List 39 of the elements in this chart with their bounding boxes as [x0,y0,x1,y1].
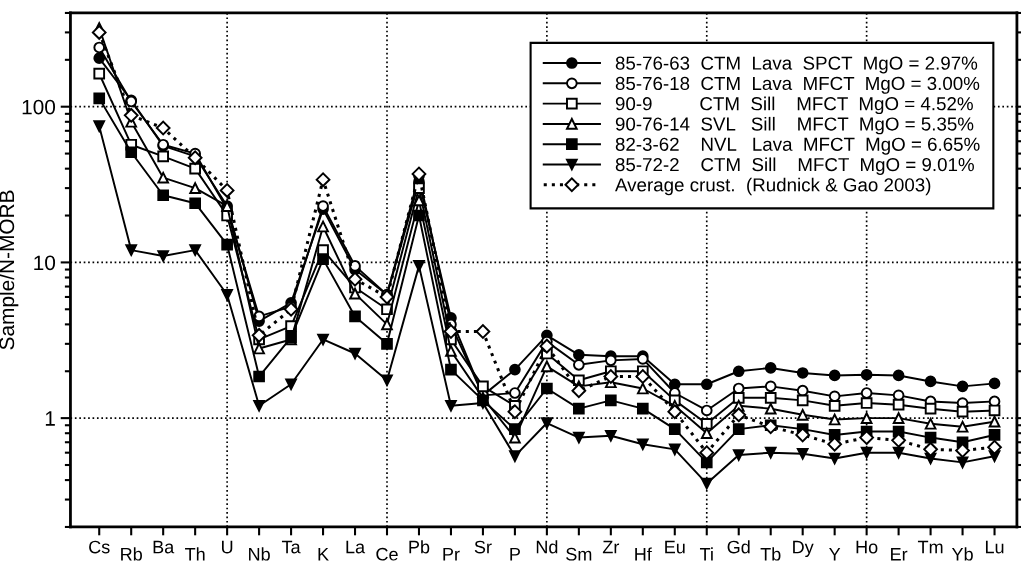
x-tick-label: Th [185,547,205,561]
x-tick-label: Cs [89,540,110,554]
y-tick-label: 1 [45,411,55,426]
x-tick-label: Sm [566,547,592,561]
x-tick-label: Nb [249,547,270,561]
legend-label: Average crust. (Rudnick & Gao 2003) [615,177,931,196]
x-tick-label: Lu [985,540,1004,554]
x-tick-label: La [346,540,366,554]
x-tick-label: Nd [536,540,558,554]
legend-label: 85-72-2 CTM Sill MFCT MgO = 9.01% [615,157,974,175]
legend-label: 85-76-63 CTM Lava SPCT MgO = 2.97% [615,56,978,74]
legend-label: 90-76-14 SVL Sill MFCT MgO = 5.35% [615,116,974,135]
x-tick-label: Tm [917,540,943,554]
x-tick-label: Pr [443,548,460,561]
legend-label: 82-3-62 NVL Lava MFCT MgO = 6.65% [615,137,980,155]
x-tick-label: Rb [121,547,142,561]
x-tick-label: Pb [409,540,430,554]
x-tick-label: P [510,548,520,561]
x-tick-label: Ce [376,547,398,561]
x-tick-label: Ba [153,540,175,554]
x-tick-label: Y [829,548,841,561]
x-tick-label: Hf [635,547,652,561]
x-tick-label: Eu [665,540,685,554]
x-tick-label: Ta [281,540,301,554]
x-tick-label: Dy [793,540,814,557]
x-tick-label: Sr [474,540,492,554]
x-tick-label: Ho [856,540,878,554]
x-tick-label: U [222,540,233,554]
x-tick-label: Ti [699,547,713,561]
legend-label: 85-76-18 CTM Lava MFCT MgO = 3.00% [615,76,980,94]
y-tick-label: 10 [34,255,56,271]
x-tick-label: K [318,548,329,561]
x-tick-label: Er [891,548,908,561]
x-tick-label: Zr [602,540,620,554]
x-tick-label: Gd [727,540,750,554]
x-tick-label: Tb [760,547,781,561]
legend-label: 90-9 CTM Sill MFCT MgO = 4.52% [615,96,973,115]
y-tick-label: 100 [22,99,56,115]
x-tick-label: Yb [951,547,973,561]
